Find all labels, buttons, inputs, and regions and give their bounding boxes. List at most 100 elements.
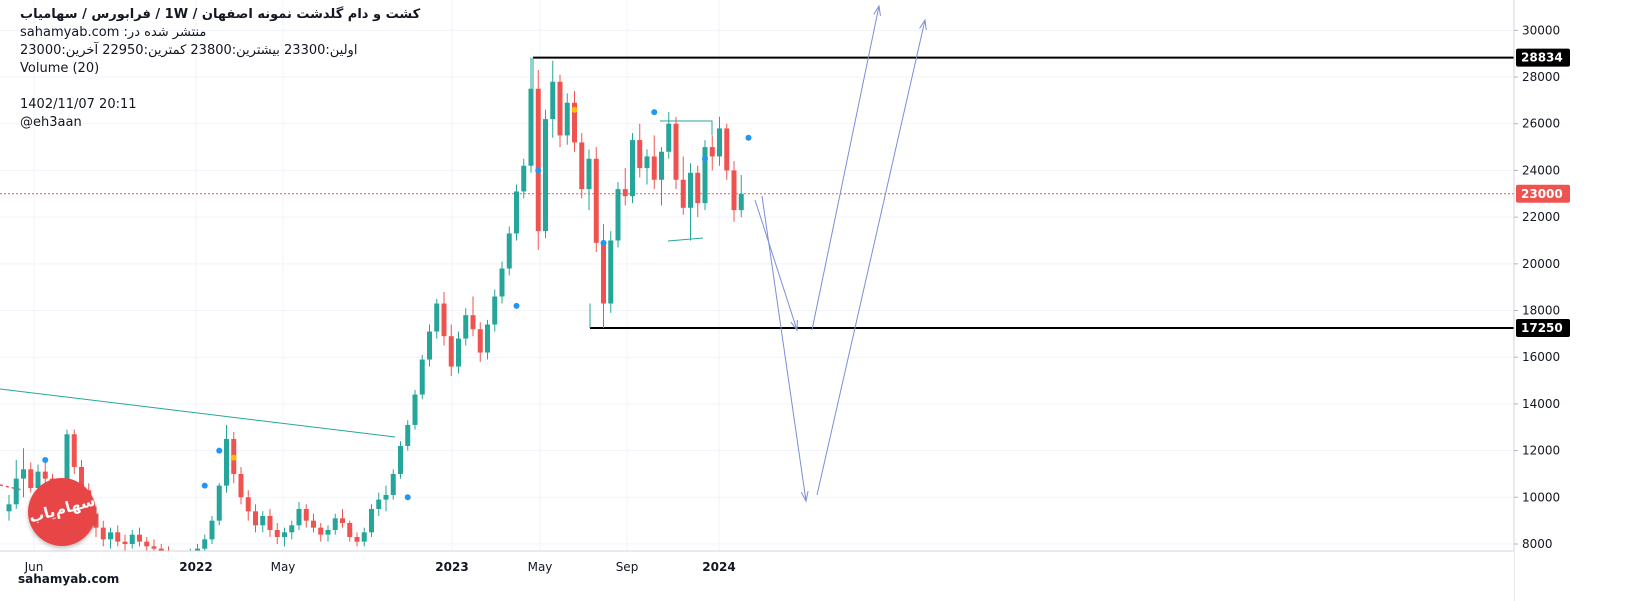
candle-body[interactable]: [28, 469, 34, 488]
candle-body[interactable]: [303, 508, 309, 521]
candle-body[interactable]: [586, 158, 592, 190]
candle-body[interactable]: [137, 534, 142, 542]
event-marker[interactable]: [201, 482, 208, 489]
candle-body[interactable]: [202, 539, 208, 549]
event-marker[interactable]: [651, 109, 658, 116]
candle-body[interactable]: [702, 147, 708, 204]
event-marker[interactable]: [230, 454, 237, 461]
candle-body[interactable]: [680, 179, 686, 208]
candle-body[interactable]: [448, 336, 454, 367]
event-marker[interactable]: [600, 239, 607, 246]
candle-body[interactable]: [615, 189, 621, 241]
candle-body[interactable]: [340, 518, 345, 523]
candle-body[interactable]: [129, 534, 135, 544]
descending-trendline[interactable]: [0, 388, 396, 438]
candle-body[interactable]: [470, 315, 476, 330]
arrow-up-second[interactable]: [816, 19, 926, 496]
candle-body[interactable]: [274, 529, 280, 537]
candle-body[interactable]: [608, 240, 614, 304]
candle-body[interactable]: [354, 536, 360, 542]
candle-body[interactable]: [13, 478, 19, 505]
candle-body[interactable]: [572, 102, 577, 143]
candle-body[interactable]: [35, 471, 41, 488]
candle-body[interactable]: [738, 193, 744, 211]
arrow-down-deep[interactable]: [761, 195, 807, 502]
candle-body[interactable]: [731, 170, 737, 211]
candle-body[interactable]: [528, 88, 534, 166]
candle-body[interactable]: [441, 303, 447, 337]
candle-body[interactable]: [71, 434, 77, 467]
candle-body[interactable]: [463, 315, 469, 339]
candle-body[interactable]: [296, 508, 302, 526]
event-marker[interactable]: [404, 494, 411, 501]
candle-body[interactable]: [506, 233, 512, 269]
event-markers[interactable]: [42, 106, 752, 501]
candle-body[interactable]: [485, 324, 490, 353]
candle-body[interactable]: [593, 158, 599, 243]
event-marker[interactable]: [571, 106, 578, 113]
event-marker[interactable]: [513, 302, 520, 309]
candle-body[interactable]: [550, 81, 556, 120]
candle-body[interactable]: [499, 268, 505, 297]
candle-body[interactable]: [637, 140, 643, 169]
candle-body[interactable]: [456, 338, 461, 367]
candle-body[interactable]: [695, 172, 701, 204]
candle-body[interactable]: [492, 296, 498, 325]
candle-body[interactable]: [535, 88, 541, 232]
candle-body[interactable]: [557, 81, 563, 136]
candle-body[interactable]: [514, 191, 519, 234]
event-marker[interactable]: [216, 447, 223, 454]
candle-body[interactable]: [361, 532, 367, 542]
candle-body[interactable]: [42, 471, 48, 479]
event-marker[interactable]: [535, 167, 542, 174]
candle-body[interactable]: [579, 142, 585, 190]
candle-body[interactable]: [325, 529, 331, 535]
candle-body[interactable]: [245, 497, 251, 512]
candle-body[interactable]: [6, 504, 12, 512]
candle-body[interactable]: [651, 156, 657, 180]
candle-body[interactable]: [412, 394, 418, 425]
candle-body[interactable]: [383, 494, 389, 500]
candle-body[interactable]: [115, 532, 121, 542]
candle-body[interactable]: [100, 527, 106, 540]
candle-body[interactable]: [144, 541, 150, 547]
event-marker[interactable]: [702, 155, 708, 162]
horizontal-levels[interactable]: [0, 56, 1514, 330]
candle-body[interactable]: [724, 128, 730, 171]
candle-body[interactable]: [369, 508, 374, 533]
candle-body[interactable]: [253, 511, 258, 526]
candle-body[interactable]: [151, 546, 157, 549]
candle-body[interactable]: [419, 359, 425, 395]
range-bottom-line[interactable]: [667, 237, 704, 242]
candle-body[interactable]: [477, 329, 483, 353]
event-marker[interactable]: [745, 134, 752, 141]
candle-body[interactable]: [64, 434, 70, 491]
candle-body[interactable]: [709, 147, 715, 157]
candle-body[interactable]: [622, 189, 628, 197]
candle-body[interactable]: [427, 331, 432, 360]
candle-body[interactable]: [79, 466, 84, 491]
candle-body[interactable]: [93, 513, 99, 528]
candle-body[interactable]: [267, 515, 273, 530]
candle-body[interactable]: [289, 525, 295, 533]
candle-body[interactable]: [717, 128, 722, 157]
candle-body[interactable]: [347, 522, 353, 537]
projection-arrows[interactable]: [754, 4, 927, 503]
candle-body[interactable]: [659, 151, 664, 180]
range-top-line[interactable]: [660, 120, 713, 135]
candle-body[interactable]: [390, 473, 396, 495]
candle-body[interactable]: [108, 532, 113, 540]
candle-body[interactable]: [673, 123, 679, 180]
candle-body[interactable]: [122, 541, 128, 544]
drawings[interactable]: [0, 120, 713, 491]
arrow-up-first[interactable]: [811, 5, 880, 331]
candle-body[interactable]: [332, 518, 338, 530]
candle-body[interactable]: [21, 469, 26, 479]
symbol-title[interactable]: کشت و دام گلدشت نمونه اصفهان / 1W / فراب…: [20, 7, 421, 22]
candle-body[interactable]: [601, 242, 606, 304]
arrow-down-to-support[interactable]: [754, 199, 798, 331]
candle-body[interactable]: [311, 520, 316, 528]
candle-body[interactable]: [398, 445, 403, 474]
candles[interactable]: [6, 57, 744, 568]
candle-body[interactable]: [224, 438, 229, 486]
